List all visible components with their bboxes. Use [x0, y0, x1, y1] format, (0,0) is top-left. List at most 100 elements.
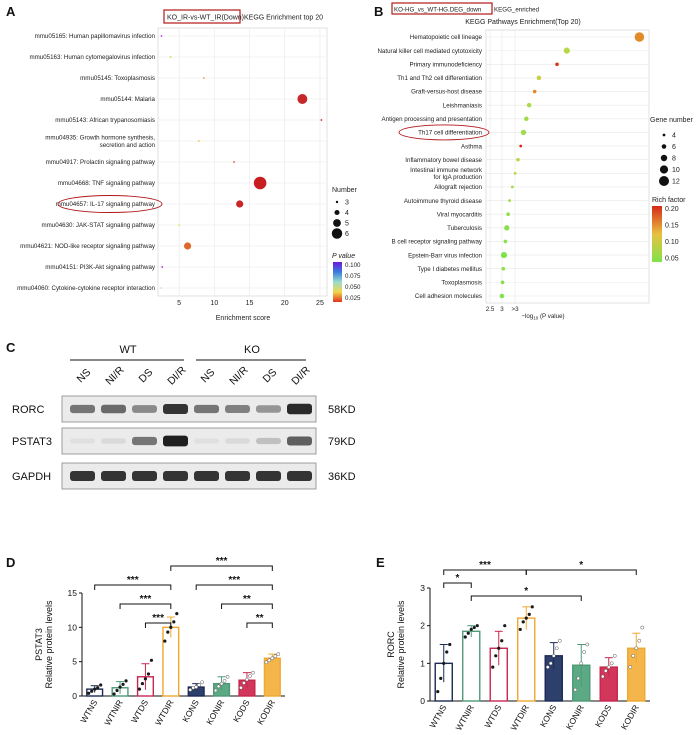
panel-a-color-legend-tick: 0.075 — [345, 273, 361, 280]
panel-b-point — [563, 47, 570, 54]
panel-d-dot — [140, 682, 145, 686]
panel-a-category-label: mmu04935: Growth hormone synthesis, secre… — [45, 135, 155, 149]
blot-band — [194, 470, 219, 482]
panel-b-category-label: Epstein-Barr virus infection — [408, 252, 482, 259]
panel-e-category-label: WTDIR — [508, 703, 531, 732]
panel-a-category-label: mmu04621: NOD-like receptor signaling pa… — [20, 243, 156, 250]
panel-b-category-label: Tuberculosis — [447, 225, 482, 232]
panel-label-a: A — [6, 4, 16, 19]
panel-a-size-legend-label: 4 — [345, 210, 349, 217]
panel-e-dot — [463, 635, 467, 639]
panel-a-point — [197, 140, 200, 142]
panel-a-point — [202, 77, 205, 79]
panel-b-title-box — [391, 2, 493, 15]
panel-d-dot — [245, 677, 249, 682]
panel-b-point — [504, 225, 510, 231]
panel-b-point — [555, 62, 559, 67]
panel-b-point — [500, 280, 505, 285]
panel-d-significance-label: *** — [152, 613, 164, 624]
blot-lane-label: NI/R — [103, 364, 127, 388]
panel-d-significance-bracket — [94, 584, 172, 590]
panel-e-dot — [551, 653, 556, 658]
panel-d-category-label: WTNS — [78, 698, 99, 725]
panel-a-title: KEGG Enrichment top 20 — [244, 15, 323, 22]
panel-d-significance-bracket — [221, 603, 273, 609]
panel-b-subtitle: KEGG Pathways Enrichment(Top 20) — [465, 19, 581, 26]
panel-e-dot — [524, 616, 528, 620]
panel-d-ylabel: PSTAT3 — [34, 628, 44, 661]
panel-e-dot — [573, 687, 578, 692]
panel-b-point — [499, 293, 505, 299]
panel-d-significance-label: ** — [243, 594, 251, 605]
blot-band — [132, 436, 157, 446]
panel-d-dot — [149, 658, 154, 662]
panel-e-dot — [640, 625, 645, 630]
blot-row-label: GAPDH — [12, 471, 51, 483]
panel-b-point — [526, 102, 532, 108]
panel-b-kegg-pathways: KO-HG_vs_WT-HG.DEG_down KEGG_enriched KE… — [377, 2, 693, 321]
panel-e-dot — [545, 665, 550, 669]
panel-e-ylabel-2: Relative protein levels — [396, 600, 406, 689]
panel-e-dot — [466, 631, 470, 635]
panel-d-dot — [90, 689, 94, 693]
blot-band — [101, 470, 126, 482]
panel-a-point — [161, 266, 164, 268]
panel-e-dot — [445, 650, 449, 654]
panel-e-dot — [472, 625, 476, 630]
panel-a-color-legend-tick: 0.050 — [345, 284, 361, 291]
panel-b-size-legend-label: 12 — [672, 179, 680, 186]
blot-band — [132, 470, 157, 482]
panel-e-dot — [600, 674, 605, 679]
blot-group-wt: WT — [119, 344, 136, 356]
panel-a-category-label: mmu05163: Human cytomegalovirus infectio… — [29, 54, 155, 61]
blot-band — [194, 438, 219, 444]
panel-b-size-legend-label: 4 — [672, 133, 676, 140]
panel-b-point — [513, 171, 517, 175]
panel-b-xtick: 2.5 — [486, 306, 495, 313]
panel-e-dot — [442, 661, 446, 665]
panel-b-title-small: KEGG_enriched — [494, 7, 540, 14]
panel-e-dot — [606, 665, 611, 669]
blot-lane-label: NS — [198, 366, 217, 385]
panel-b-category-label: Hematopoietic cell lineage — [410, 34, 483, 41]
panel-a-xlabel: Enrichment score — [216, 315, 271, 322]
panel-e-dot — [503, 624, 507, 628]
panel-b-plot-area — [485, 29, 650, 304]
panel-d-dot — [121, 682, 125, 686]
panel-b-size-legend-dot — [659, 176, 669, 186]
panel-a-xtick: 20 — [281, 300, 289, 307]
panel-d-dot — [219, 681, 224, 686]
panel-e-dot — [518, 627, 522, 632]
panel-a-highlight-ellipse — [57, 195, 163, 213]
panel-e-dot — [634, 646, 639, 651]
panel-e-category-label: KONS — [538, 703, 559, 729]
panel-a-category-label: mmu05165: Human papillomavirus infection — [35, 33, 156, 40]
panel-a-point — [253, 176, 267, 190]
panel-a-xtick: 25 — [316, 300, 324, 307]
panel-b-category-label: Inflammatory bowel disease — [405, 157, 482, 164]
panel-e-dot — [637, 638, 642, 643]
panel-d-dot — [163, 639, 167, 643]
panel-d-dot — [270, 656, 275, 661]
panel-d-category-label: KODIR — [255, 698, 277, 726]
panel-b-color-legend-title: Rich factor — [652, 197, 686, 204]
panel-a-point — [297, 94, 308, 104]
panel-d-dot — [96, 686, 100, 690]
blot-band — [70, 438, 95, 444]
panel-d-dot — [194, 685, 199, 689]
panel-d-significance-bracket — [119, 603, 172, 609]
panel-b-color-legend-tick: 0.20 — [665, 206, 679, 213]
panel-e-dot — [612, 653, 617, 658]
panel-a-category-label: mmu04151: PI3K-Akt signaling pathway — [45, 264, 156, 271]
panel-b-title-boxed: KO-HG_vs_WT-HG.DEG_down — [394, 7, 482, 14]
panel-label-b: B — [374, 4, 383, 19]
blot-lane-label: DS — [136, 366, 155, 385]
blot-row-label: RORC — [12, 404, 44, 416]
panel-a-category-label: mmu04668: TNF signaling pathway — [58, 180, 156, 187]
blot-band — [225, 405, 250, 413]
panel-d-dot — [143, 677, 148, 681]
panel-e-ytick: 3 — [420, 583, 425, 593]
panel-b-category-label: Type I diabetes mellitus — [417, 266, 482, 273]
panel-d-category-label: KONS — [180, 698, 201, 724]
panel-b-size-legend-label: 8 — [672, 156, 676, 163]
